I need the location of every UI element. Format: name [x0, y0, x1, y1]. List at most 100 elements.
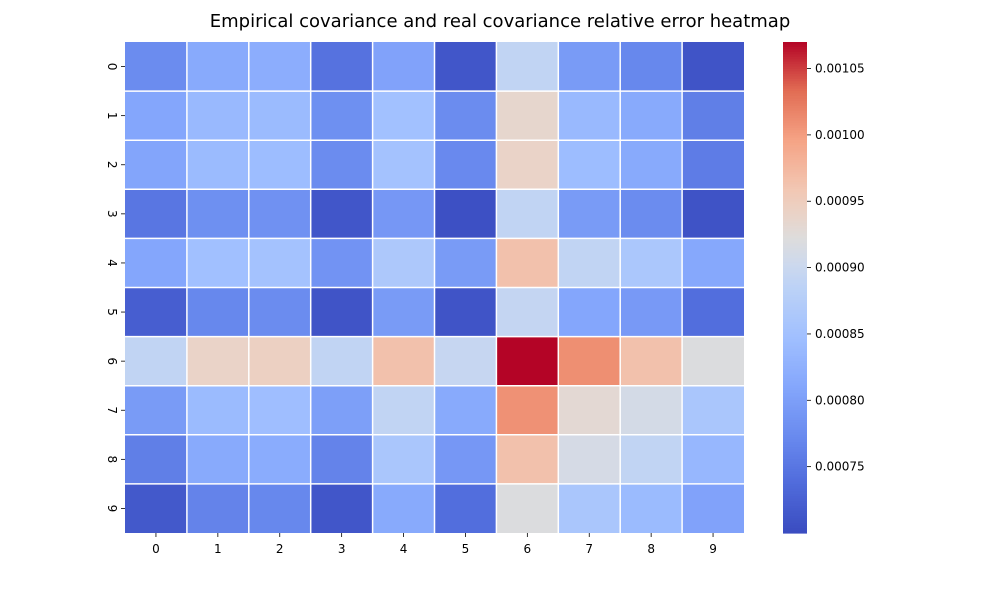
colorbar-segment	[783, 427, 807, 431]
heatmap-cell-5-7	[558, 287, 621, 337]
heatmap-cell-6-0	[125, 336, 187, 386]
heatmap-cell-2-0	[125, 140, 187, 190]
colorbar-segment	[783, 366, 807, 370]
colorbar-segment	[783, 334, 807, 338]
colorbar-segment	[783, 363, 807, 367]
heatmap-cell-2-8	[620, 140, 683, 190]
heatmap-cell-1-2	[248, 91, 311, 141]
colorbar-segment	[783, 208, 807, 212]
heatmap-cell-1-7	[558, 91, 621, 141]
colorbar-segment	[783, 478, 807, 483]
colorbar-segment	[783, 483, 807, 487]
colorbar-segment	[783, 530, 807, 534]
colorbar-segment	[783, 206, 807, 210]
colorbar-segment	[783, 348, 807, 352]
colorbar-segment	[783, 226, 807, 230]
colorbar-segment	[783, 316, 807, 321]
heatmap-cell-9-6	[496, 483, 559, 533]
colorbar-segment	[783, 324, 807, 328]
colorbar-segment	[783, 231, 807, 235]
x-tick-label: 5	[462, 542, 470, 556]
heatmap-cell-4-0	[125, 238, 187, 288]
colorbar-segment	[783, 343, 807, 348]
colorbar-segment	[783, 86, 807, 90]
heatmap-cell-7-9	[682, 385, 744, 435]
colorbar-segment	[783, 388, 807, 392]
colorbar-segment	[783, 130, 807, 134]
x-axis: 0 1 2 3 4 5 6 7 8 9	[152, 533, 717, 556]
colorbar-segment	[783, 228, 807, 232]
colorbar-segment	[783, 73, 807, 77]
y-tick-label: 8	[105, 456, 119, 464]
heatmap-cell-0-6	[496, 42, 559, 92]
colorbar-segment	[783, 142, 807, 146]
heatmap-cell-9-9	[682, 483, 744, 533]
heatmap-cell-8-0	[125, 434, 187, 484]
colorbar-segment	[783, 402, 807, 406]
heatmap-cell-5-0	[125, 287, 187, 337]
colorbar-segment	[783, 486, 807, 490]
colorbar-segment	[783, 390, 807, 394]
colorbar-segment	[783, 88, 807, 92]
x-tick-label: 4	[400, 542, 408, 556]
colorbar-segment	[783, 174, 807, 178]
colorbar-segment	[783, 98, 807, 102]
colorbar-segment	[783, 135, 807, 139]
colorbar-segment	[783, 326, 807, 330]
colorbar-segment	[783, 498, 807, 502]
colorbar-segment	[783, 451, 807, 456]
colorbar-segment	[783, 140, 807, 144]
heatmap-cell-9-0	[125, 483, 187, 533]
colorbar-segment	[783, 432, 807, 436]
colorbar-segment	[783, 415, 807, 419]
colorbar-segment	[783, 54, 807, 58]
colorbar-segment	[783, 275, 807, 279]
colorbar-segment	[783, 299, 807, 303]
heatmap-cell-1-9	[682, 91, 744, 141]
colorbar-segment	[783, 331, 807, 335]
heatmap-cell-6-6	[496, 336, 559, 386]
colorbar-segment	[783, 385, 807, 389]
colorbar-segment	[783, 105, 807, 109]
colorbar-segment	[783, 356, 807, 360]
colorbar-segment	[783, 159, 807, 163]
colorbar-segment	[783, 491, 807, 495]
heatmap-cell-5-1	[186, 287, 249, 337]
heatmap-cell-2-7	[558, 140, 621, 190]
colorbar-segment	[783, 375, 807, 379]
colorbar-segment	[783, 319, 807, 323]
colorbar-segment	[783, 64, 807, 68]
colorbar-segment	[783, 314, 807, 318]
heatmap-cell-9-1	[186, 483, 249, 533]
heatmap-cell-6-4	[372, 336, 435, 386]
x-tick-label: 0	[152, 542, 160, 556]
colorbar-segment	[783, 412, 807, 416]
heatmap-cell-9-7	[558, 483, 621, 533]
heatmap-cell-2-4	[372, 140, 435, 190]
colorbar-segment	[783, 336, 807, 340]
colorbar-segment	[783, 123, 807, 127]
colorbar-segment	[783, 304, 807, 308]
colorbar-segment	[783, 199, 807, 203]
colorbar-segment	[783, 93, 807, 97]
colorbar-segment	[783, 464, 807, 468]
colorbar-segment	[783, 368, 807, 372]
colorbar-segment	[783, 196, 807, 200]
colorbar-segment	[783, 461, 807, 465]
colorbar-segment	[783, 277, 807, 281]
colorbar-segment	[783, 454, 807, 458]
heatmap-cell-2-6	[496, 140, 559, 190]
colorbar-segment	[783, 346, 807, 350]
heatmap-cell-7-6	[496, 385, 559, 435]
colorbar-segment	[783, 265, 807, 269]
colorbar-segment	[783, 417, 807, 421]
colorbar-segment	[783, 405, 807, 409]
colorbar-segment	[783, 169, 807, 173]
heatmap-cell-4-4	[372, 238, 435, 288]
heatmap-cell-2-2	[248, 140, 311, 190]
colorbar-segment	[783, 42, 807, 46]
y-tick-label: 7	[105, 406, 119, 414]
colorbar-segment	[783, 503, 807, 507]
colorbar-segment	[783, 488, 807, 492]
heatmap-cell-2-3	[310, 140, 373, 190]
